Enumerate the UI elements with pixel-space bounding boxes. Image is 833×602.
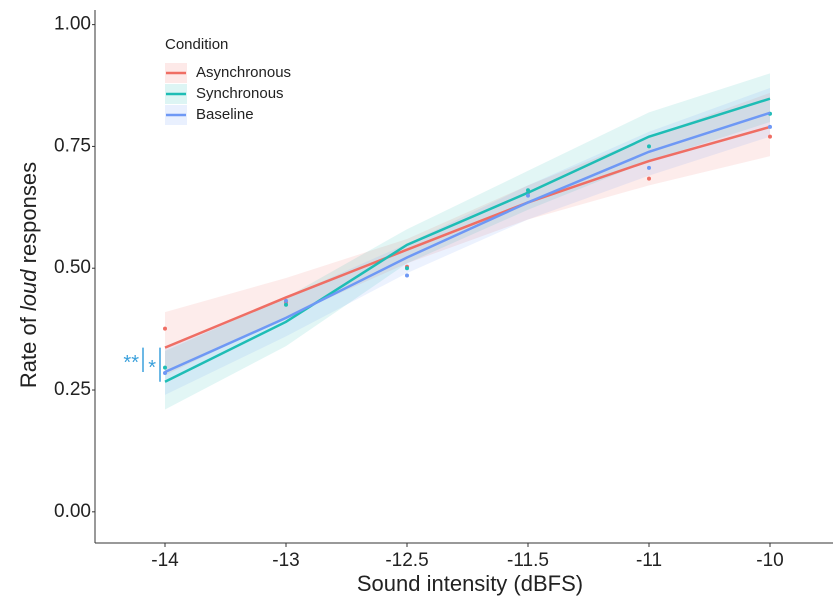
series-line	[164, 111, 771, 374]
x-tick-label: -11	[636, 550, 662, 571]
data-point	[163, 365, 167, 370]
data-point	[647, 144, 651, 149]
legend-label: Baseline	[196, 106, 254, 123]
series-line	[164, 97, 771, 383]
legend-label: Synchronous	[196, 85, 284, 102]
data-point	[405, 273, 409, 278]
legend-title: Condition	[165, 36, 228, 53]
series-line	[164, 125, 771, 349]
data-point	[647, 165, 651, 170]
confidence-band	[165, 73, 770, 410]
data-point	[163, 326, 167, 331]
y-tick-label: 0.75	[54, 135, 91, 156]
y-axis-title: Rate of loud responses	[16, 162, 41, 388]
x-tick-label: -11.5	[507, 550, 549, 571]
x-tick-label: -10	[756, 550, 783, 571]
significance-label: **	[123, 352, 139, 374]
y-tick-label: 1.00	[54, 14, 91, 35]
significance-label: *	[148, 357, 156, 379]
y-title-part: responses	[16, 162, 41, 270]
x-tick-label: -12.5	[385, 550, 428, 571]
data-point	[526, 193, 530, 198]
y-title-part: Rate of	[16, 311, 41, 388]
y-title-part: loud	[16, 269, 41, 311]
data-point	[284, 302, 288, 307]
data-point	[284, 298, 288, 303]
data-point	[163, 370, 167, 375]
legend-label: Asynchronous	[196, 64, 291, 81]
x-tick-label: -13	[272, 550, 299, 571]
x-axis-title: Sound intensity (dBFS)	[357, 571, 583, 596]
data-point	[526, 188, 530, 193]
y-tick-label: 0.00	[54, 501, 91, 522]
data-point	[768, 124, 772, 129]
data-point	[768, 134, 772, 139]
data-point	[647, 176, 651, 181]
confidence-band	[165, 87, 770, 395]
data-point	[405, 266, 409, 271]
y-tick-label: 0.25	[54, 379, 91, 400]
x-tick-label: -14	[151, 550, 179, 571]
y-tick-label: 0.50	[54, 257, 91, 278]
